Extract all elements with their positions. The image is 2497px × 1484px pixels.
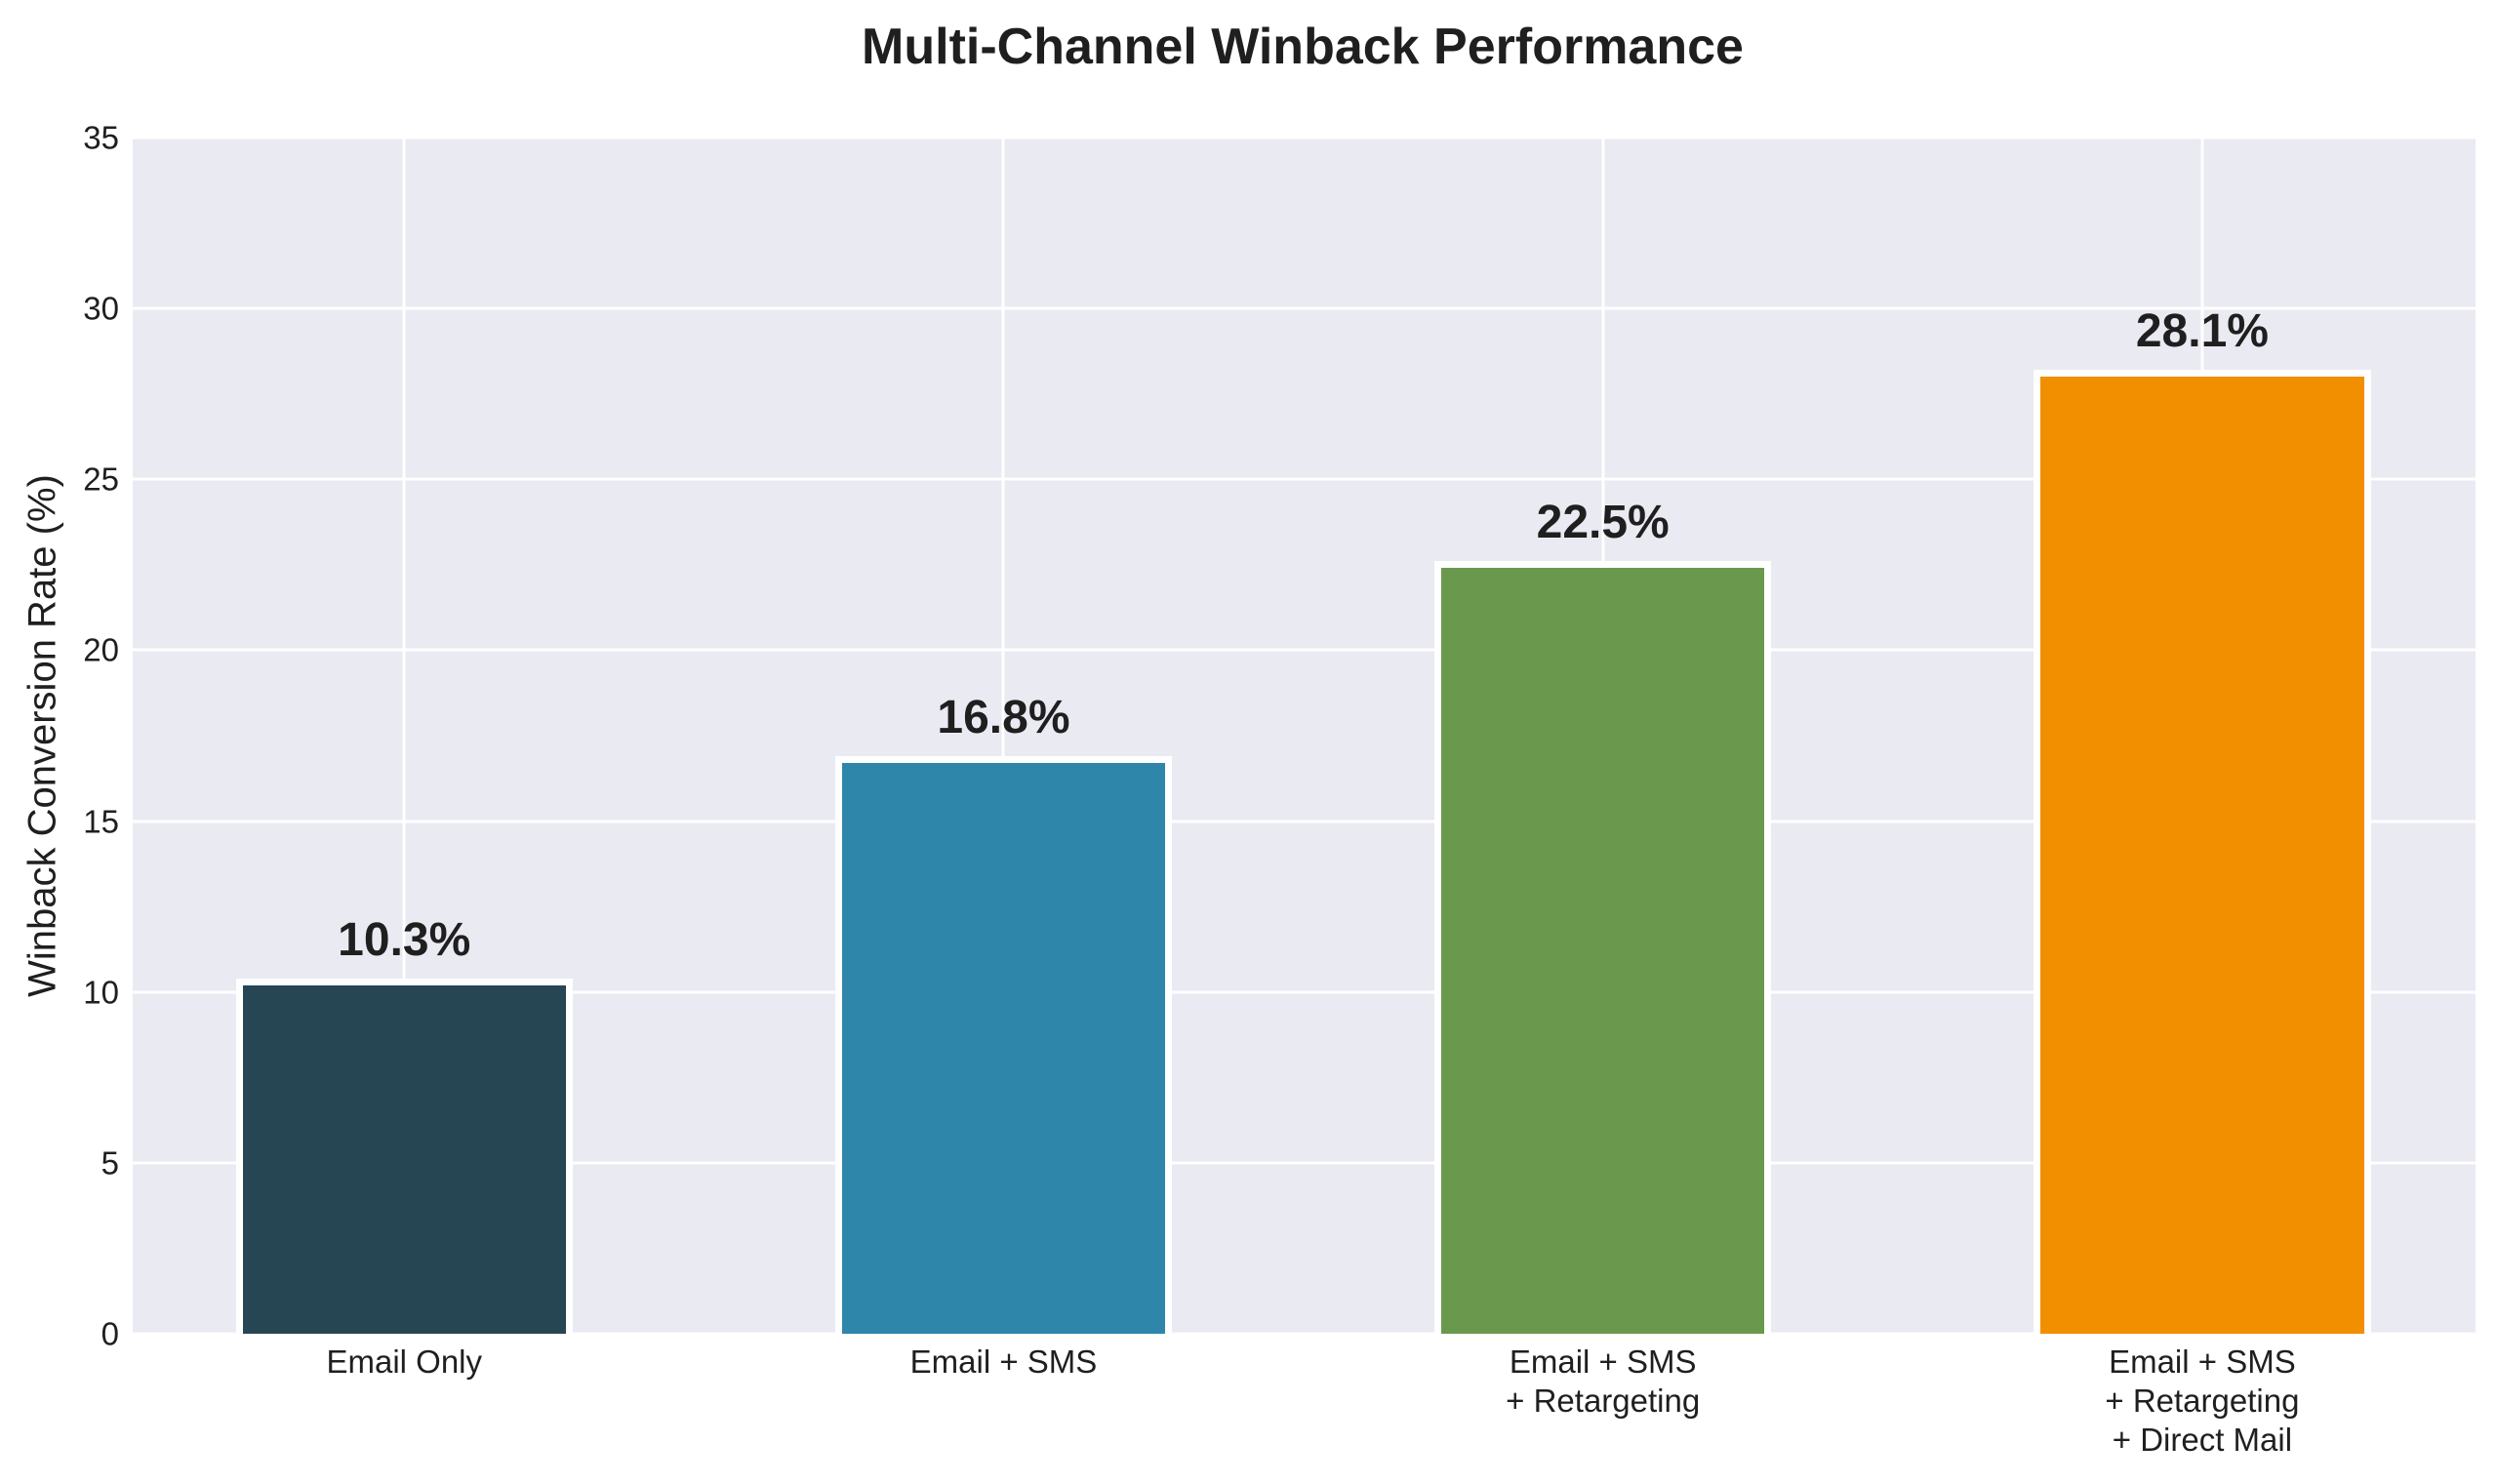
gridline-horizontal (133, 138, 2476, 140)
x-tick-label: Email Only (326, 1343, 482, 1382)
bar-value-label: 16.8% (937, 692, 1070, 744)
gridline-horizontal (133, 477, 2476, 481)
y-tick-label: 20 (83, 631, 119, 668)
x-tick-label: Email + SMS (910, 1343, 1098, 1382)
x-tick-label-line: + Direct Mail (2112, 1422, 2293, 1458)
gridline-vertical (1001, 138, 1005, 1334)
x-tick-label-line: + Retargeting (1506, 1383, 1701, 1419)
gridline-vertical (402, 138, 406, 1334)
y-tick-label: 10 (83, 974, 119, 1011)
x-tick-label: Email + SMS + Retargeting (1506, 1343, 1700, 1421)
x-tick-label-line: Email + SMS (909, 1344, 1098, 1380)
chart-title: Multi-Channel Winback Performance (862, 19, 1744, 75)
y-tick-label: 5 (101, 1144, 119, 1182)
bar-value-label: 28.1% (2135, 305, 2269, 358)
bar (235, 978, 573, 1334)
gridline-horizontal (133, 648, 2476, 652)
x-tick-label-line: + Retargeting (2105, 1383, 2300, 1419)
bar-value-label: 10.3% (338, 913, 471, 966)
x-tick-label-line: Email Only (326, 1344, 483, 1380)
y-tick-label: 0 (101, 1315, 119, 1352)
y-tick-label: 35 (83, 119, 119, 156)
y-axis-ticks: 0 5 10 15 20 25 30 35 (0, 0, 119, 1484)
bar (2034, 370, 2371, 1334)
bar (834, 756, 1173, 1334)
y-tick-label: 15 (83, 803, 119, 840)
x-tick-label-line: Email + SMS (2109, 1344, 2296, 1380)
bar (1434, 561, 1772, 1334)
x-tick-label-line: Email + SMS (1509, 1344, 1697, 1380)
plot-area: 10.3% 16.8% 22.5% 28.1% (133, 138, 2476, 1334)
gridline-horizontal (133, 1332, 2476, 1334)
gridline-horizontal (133, 820, 2476, 823)
gridline-horizontal (133, 306, 2476, 310)
x-tick-label: Email + SMS + Retargeting + Direct Mail (2105, 1343, 2299, 1460)
gridline-horizontal (133, 1161, 2476, 1165)
gridline-horizontal (133, 990, 2476, 994)
y-tick-label: 30 (83, 290, 119, 327)
bar-value-label: 22.5% (1536, 497, 1670, 549)
y-tick-label: 25 (83, 461, 119, 498)
